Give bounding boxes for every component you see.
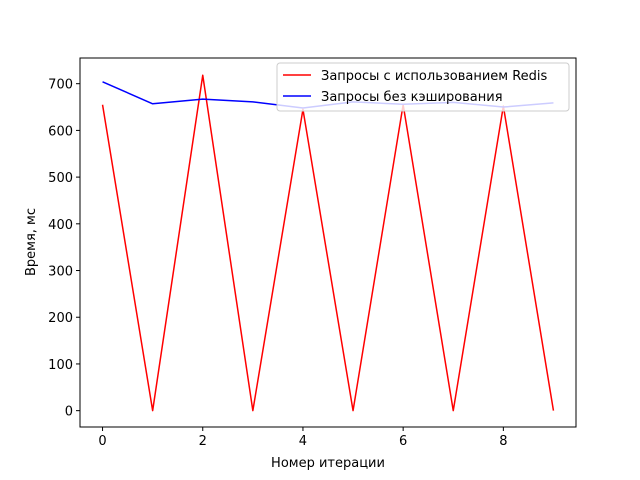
y-axis-label: Время, мс [24, 208, 39, 276]
y-tick-label: 400 [48, 218, 73, 233]
y-tick-label: 700 [48, 78, 73, 93]
x-tick-label: 4 [299, 434, 307, 449]
x-axis-label: Номер итерации [271, 456, 385, 471]
legend: Запросы с использованием Redis Запросы б… [276, 62, 570, 112]
x-tick-label: 0 [98, 434, 106, 449]
legend-label-no-cache: Запросы без кэширования [321, 90, 503, 105]
y-tick-label: 500 [48, 171, 73, 186]
x-tick-label: 6 [399, 434, 407, 449]
legend-label-redis: Запросы с использованием Redis [321, 69, 548, 84]
series-lines [101, 74, 555, 412]
x-tick-label: 8 [499, 434, 507, 449]
x-tick-label: 2 [199, 434, 207, 449]
y-axis: 0 100 200 300 400 500 600 700 [48, 78, 80, 420]
y-tick-label: 0 [65, 405, 73, 420]
y-tick-label: 600 [48, 124, 73, 139]
y-tick-label: 100 [48, 358, 73, 373]
series-line-0 [101, 74, 555, 412]
x-axis: 0 2 4 6 8 [98, 427, 507, 449]
plot-frame [79, 57, 577, 428]
y-tick-label: 200 [48, 311, 73, 326]
legend-box [276, 62, 570, 112]
y-tick-label: 300 [48, 265, 73, 280]
